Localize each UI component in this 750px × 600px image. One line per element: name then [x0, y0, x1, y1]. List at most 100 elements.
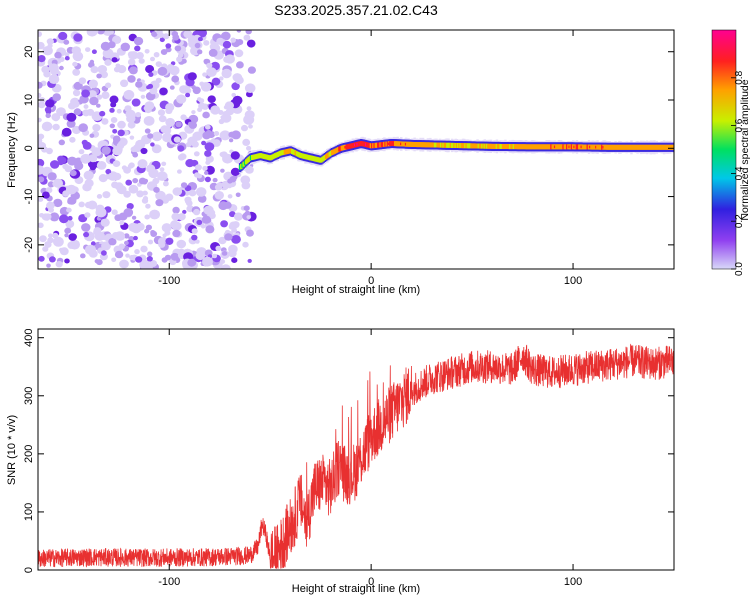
noise-speckle — [222, 40, 232, 49]
ridge-core — [624, 144, 627, 150]
snr-ticks: -100 0 100 0 100 200 300 400 — [23, 329, 674, 588]
noise-speckle — [61, 127, 72, 137]
noise-speckle — [41, 121, 53, 132]
snr-series-line — [38, 343, 674, 569]
noise-speckle — [150, 56, 155, 62]
ridge-core — [603, 144, 606, 150]
noise-speckle — [111, 232, 120, 240]
noise-speckle — [73, 81, 83, 90]
noise-speckle — [147, 133, 154, 139]
noise-speckle — [203, 58, 209, 64]
noise-speckle — [127, 121, 136, 129]
noise-speckle — [88, 90, 97, 99]
noise-speckle — [117, 129, 125, 137]
noise-speckle — [201, 140, 207, 146]
ridge-core — [433, 142, 437, 148]
noise-speckle — [165, 103, 175, 112]
noise-speckle — [153, 52, 160, 58]
noise-speckle — [130, 146, 137, 153]
noise-speckle — [124, 240, 129, 246]
noise-speckle — [177, 213, 186, 221]
noise-speckle — [230, 167, 240, 176]
noise-speckle — [157, 109, 166, 116]
noise-speckle — [167, 64, 174, 70]
noise-speckle — [69, 136, 76, 143]
noise-speckle — [159, 87, 168, 96]
noise-speckle — [144, 49, 150, 54]
noise-speckle — [38, 165, 45, 175]
snr-y-label: SNR (10 * v/v) — [6, 415, 18, 485]
noise-speckle — [105, 168, 112, 175]
noise-speckle — [88, 79, 99, 89]
noise-speckle — [164, 254, 172, 261]
noise-speckle — [185, 159, 195, 168]
snr-frame — [37, 328, 675, 571]
noise-speckle — [44, 241, 52, 248]
noise-speckle — [224, 233, 233, 241]
ridge-core — [666, 144, 669, 150]
noise-speckle — [118, 243, 125, 250]
colorbar — [711, 29, 737, 270]
noise-speckle — [224, 54, 235, 64]
noise-speckle — [195, 251, 206, 261]
noise-speckle — [115, 63, 121, 68]
x-tick-label: 100 — [564, 275, 582, 287]
ridge-core — [242, 161, 245, 167]
noise-speckle — [158, 241, 166, 248]
noise-speckle — [185, 92, 191, 98]
noise-speckle — [135, 222, 145, 231]
y-tick-label: 0 — [23, 145, 35, 151]
noise-speckle — [147, 83, 154, 89]
noise-speckle — [164, 125, 171, 131]
noise-speckle — [184, 196, 192, 203]
noise-speckle — [245, 30, 252, 35]
noise-speckle — [180, 182, 188, 189]
noise-speckle — [173, 136, 181, 143]
noise-speckle — [202, 72, 208, 77]
snr-x-label: Height of straight line (km) — [292, 583, 420, 595]
noise-speckle — [38, 55, 46, 63]
noise-speckle — [71, 46, 82, 55]
noise-speckle — [232, 73, 243, 82]
noise-speckle — [111, 57, 118, 63]
noise-speckle — [38, 222, 44, 229]
noise-speckle — [91, 49, 97, 54]
noise-speckle — [202, 165, 208, 171]
colorbar-tick-label: 0.6 — [734, 118, 745, 132]
noise-speckle — [93, 227, 102, 235]
noise-speckle — [59, 214, 69, 224]
noise-speckle — [110, 117, 118, 123]
noise-speckle — [42, 46, 53, 56]
ridge-core — [645, 144, 649, 150]
noise-speckle — [101, 146, 111, 155]
noise-speckle — [72, 61, 78, 67]
noise-speckle — [231, 257, 238, 264]
noise-speckle — [241, 181, 251, 190]
noise-speckle — [202, 111, 210, 119]
noise-speckle — [201, 215, 211, 224]
noise-speckle — [231, 228, 237, 233]
noise-speckle — [123, 190, 131, 198]
noise-speckle — [56, 107, 66, 116]
noise-speckle — [62, 190, 70, 197]
noise-speckle — [144, 228, 150, 234]
noise-speckle — [45, 147, 53, 155]
noise-speckle — [150, 142, 155, 147]
noise-speckle — [220, 151, 228, 158]
noise-speckle — [149, 86, 158, 95]
noise-speckle — [203, 40, 210, 46]
noise-speckle — [44, 106, 52, 113]
noise-speckle — [50, 67, 60, 76]
noise-speckle — [71, 100, 80, 108]
ridge-core — [465, 143, 468, 149]
noise-speckle — [227, 194, 233, 199]
noise-speckle — [193, 151, 200, 157]
noise-speckle — [117, 120, 126, 129]
noise-speckle — [101, 91, 110, 99]
noise-speckle — [159, 37, 165, 43]
noise-speckle — [39, 213, 45, 218]
noise-speckle — [204, 170, 209, 175]
noise-speckle — [96, 30, 105, 35]
noise-speckle — [53, 198, 63, 208]
